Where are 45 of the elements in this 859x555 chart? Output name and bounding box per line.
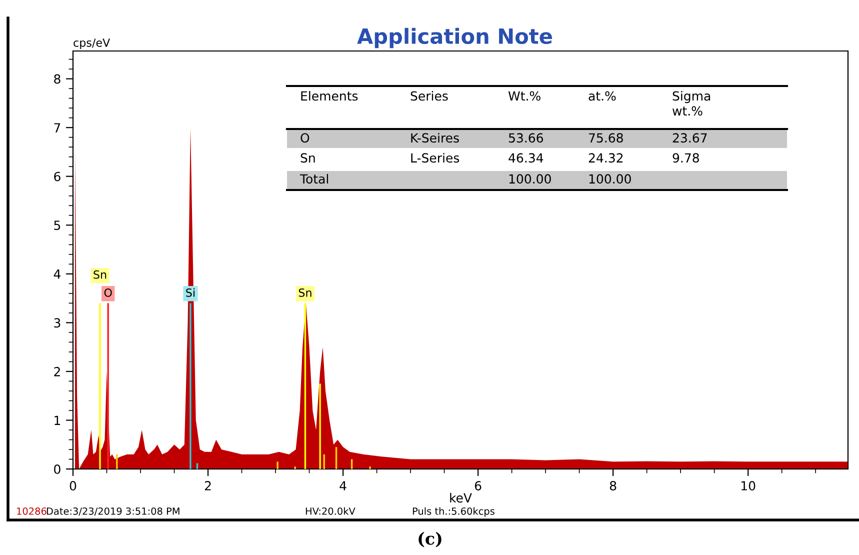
annotation: 100.00 <box>509 174 551 184</box>
annotation: L-Series <box>411 152 460 163</box>
annotation: Sn <box>298 288 312 297</box>
text: Date:3/23/2019 3:51:08 PM <box>46 507 180 516</box>
y-axis-title: cps/eV <box>74 38 110 49</box>
y-tick-label: 6 <box>54 172 60 182</box>
annotation: Sn <box>94 270 106 279</box>
annotation: 53.66 <box>508 133 543 143</box>
y-tick-label: 8 <box>54 74 60 84</box>
annotation: Sn <box>300 153 315 163</box>
annotation: Wt.% <box>508 91 540 101</box>
y-tick-label: 1 <box>54 416 60 425</box>
annotation: Series <box>410 91 448 101</box>
x-tick-label: 8 <box>610 481 616 490</box>
annotation: K-Seires <box>411 132 459 143</box>
annotation: 24.32 <box>588 153 623 163</box>
annotation: O <box>300 133 310 143</box>
x-tick-label: 10 <box>742 481 756 490</box>
annotation: 75.68 <box>589 133 623 143</box>
annotation: 23.67 <box>672 133 707 143</box>
y-tick-label: 4 <box>54 270 60 279</box>
annotation: Elements <box>301 91 358 101</box>
text: HV:20.0kV <box>306 507 356 515</box>
text: (c) <box>418 532 442 548</box>
annotation: 9.78 <box>672 153 699 163</box>
text: Puls th.:5.60kcps <box>412 507 494 517</box>
annotation: Sigma wt.% <box>672 91 710 116</box>
annotation: Si <box>186 288 194 297</box>
y-tick-label: 3 <box>54 318 60 328</box>
x-axis-title: keV <box>450 492 472 503</box>
annotation: 46.34 <box>508 153 544 163</box>
annotation: Total <box>300 174 328 184</box>
x-tick-label: 6 <box>474 481 482 490</box>
x-tick-label: 0 <box>70 481 76 490</box>
x-tick-label: 4 <box>340 481 346 490</box>
y-tick-label: 2 <box>54 366 60 376</box>
y-tick-label: 7 <box>54 123 60 132</box>
y-tick-label: 0 <box>54 464 60 474</box>
chart-title: Application Note <box>357 28 552 48</box>
annotation: 100.00 <box>589 174 631 184</box>
annotation: at.% <box>588 91 616 101</box>
text: 10286 <box>17 507 46 515</box>
annotation: O <box>104 288 112 297</box>
y-tick-label: 5 <box>54 220 60 230</box>
x-tick-label: 2 <box>204 481 211 490</box>
